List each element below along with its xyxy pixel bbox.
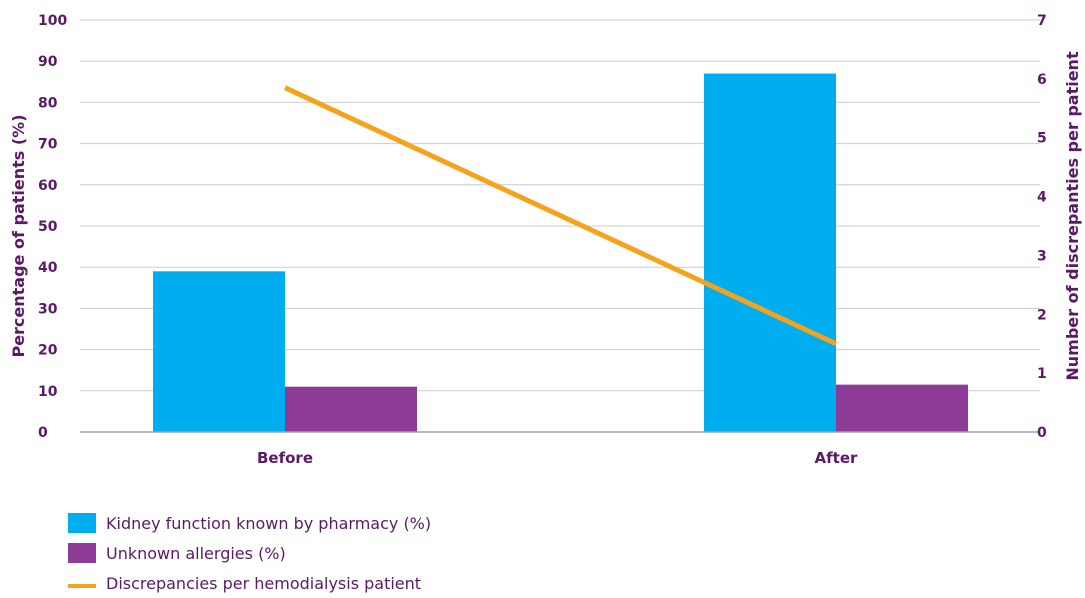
legend-item-discrepancies: Discrepancies per hemodialysis patient [68, 568, 431, 598]
legend-swatch-discrepancies [68, 584, 96, 588]
y-axis-ticks: 0 10 20 30 40 50 60 70 80 90 100 [38, 13, 67, 441]
legend-label-allergies: Unknown allergies (%) [106, 543, 286, 563]
y-tick-label: 40 [38, 260, 58, 276]
bar [704, 73, 836, 432]
chart: 0 10 20 30 40 50 60 70 80 90 100 0 1 2 3 4 5 6 7 Before Af… [9, 13, 1082, 467]
y-tick-label: 10 [38, 384, 58, 400]
discrepancy-line [283, 85, 838, 346]
y2-axis-title: Number of discrepanties per patient [1063, 51, 1082, 381]
legend-item-kidney: Kidney function known by pharmacy (%) [68, 508, 431, 538]
y2-tick-label: 3 [1037, 248, 1047, 264]
bar [285, 386, 417, 432]
y2-tick-label: 4 [1037, 190, 1047, 206]
y2-tick-label: 0 [1037, 425, 1047, 441]
y-tick-label: 20 [38, 343, 58, 359]
y2-tick-label: 5 [1037, 131, 1047, 147]
y2-tick-label: 6 [1037, 72, 1047, 88]
x-category-label: After [815, 449, 858, 467]
y2-axis-ticks: 0 1 2 3 4 5 6 7 [1037, 13, 1047, 441]
legend-swatch-allergies [68, 543, 96, 563]
legend-label-kidney: Kidney function known by pharmacy (%) [106, 513, 432, 533]
legend-label-discrepancies: Discrepancies per hemodialysis patient [106, 573, 422, 593]
legend: Kidney function known by pharmacy (%) Un… [68, 508, 431, 598]
y-axis-title: Percentage of patients (%) [9, 114, 28, 357]
y-tick-label: 50 [38, 219, 58, 235]
bars [153, 73, 968, 432]
bar [836, 384, 968, 432]
x-axis-categories: Before After [257, 449, 858, 467]
y-tick-label: 80 [38, 95, 58, 111]
x-category-label: Before [257, 449, 313, 467]
y-tick-label: 100 [38, 13, 67, 29]
y2-tick-label: 1 [1037, 366, 1047, 382]
y-tick-label: 30 [38, 301, 58, 317]
series-line [283, 85, 838, 346]
legend-swatch-kidney [68, 513, 96, 533]
y-tick-label: 60 [38, 178, 58, 194]
y-tick-label: 70 [38, 137, 58, 153]
legend-item-allergies: Unknown allergies (%) [68, 538, 431, 568]
bar [153, 271, 285, 432]
y-tick-label: 90 [38, 54, 58, 70]
y2-tick-label: 7 [1037, 13, 1047, 29]
y-tick-label: 0 [38, 425, 48, 441]
y2-tick-label: 2 [1037, 307, 1047, 323]
